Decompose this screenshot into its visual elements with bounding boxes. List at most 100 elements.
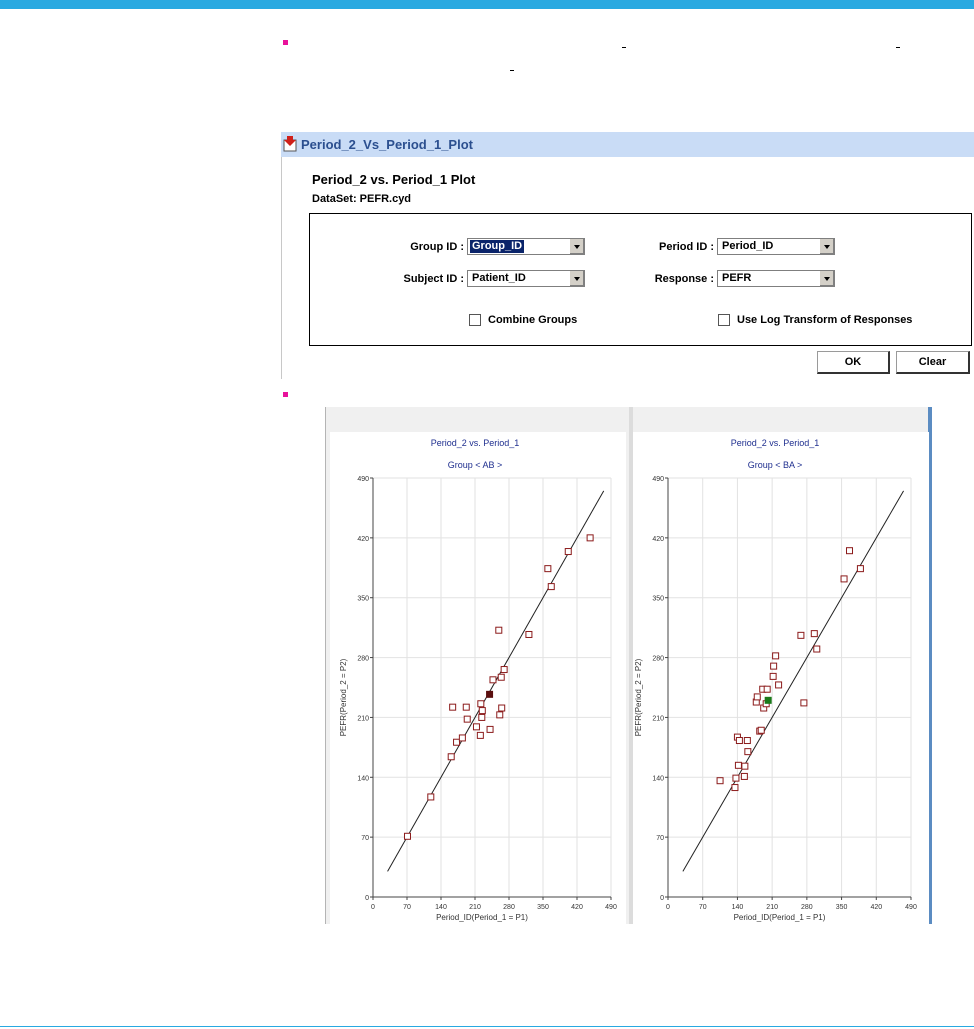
bottom-rule	[0, 1026, 974, 1027]
chevron-down-icon[interactable]	[569, 239, 584, 254]
data-point[interactable]	[732, 774, 740, 782]
data-point[interactable]	[478, 707, 486, 715]
underscore-mark	[896, 47, 900, 48]
y-tick-label: 70	[361, 835, 369, 842]
plot-divider[interactable]	[629, 407, 633, 924]
selected-data-point[interactable]	[764, 696, 772, 704]
reference-line	[682, 490, 904, 872]
y-tick-label: 0	[365, 895, 369, 902]
clear-button[interactable]: Clear	[896, 351, 970, 374]
chevron-down-icon[interactable]	[819, 271, 834, 286]
data-point[interactable]	[800, 699, 808, 707]
data-point[interactable]	[544, 565, 552, 573]
data-point[interactable]	[403, 832, 411, 840]
bullet-marker	[283, 392, 288, 397]
y-tick-label: 210	[357, 715, 369, 722]
x-axis-label: Period_ID(Period_1 = P1)	[436, 913, 528, 922]
data-point[interactable]	[547, 583, 555, 591]
x-tick-label: 490	[905, 904, 917, 911]
data-point[interactable]	[769, 672, 777, 680]
data-point[interactable]	[447, 753, 455, 761]
data-point[interactable]	[743, 737, 751, 745]
data-point[interactable]	[772, 652, 780, 660]
group-id-label: Group ID :	[410, 241, 464, 253]
data-point[interactable]	[753, 693, 761, 701]
selected-data-point[interactable]	[486, 690, 494, 698]
data-point[interactable]	[427, 793, 435, 801]
plot-panel	[633, 432, 929, 924]
y-tick-label: 140	[652, 775, 664, 782]
data-point[interactable]	[797, 631, 805, 639]
data-point[interactable]	[740, 772, 748, 780]
y-tick-label: 420	[652, 536, 664, 543]
y-tick-label: 420	[357, 536, 369, 543]
chevron-down-icon[interactable]	[819, 239, 834, 254]
data-point[interactable]	[716, 777, 724, 785]
data-point[interactable]	[763, 685, 771, 693]
data-point[interactable]	[846, 547, 854, 555]
data-point[interactable]	[463, 715, 471, 723]
group-id-select[interactable]: Group_ID	[467, 238, 585, 255]
x-tick-label: 420	[571, 904, 583, 911]
data-point[interactable]	[744, 748, 752, 756]
data-point[interactable]	[462, 703, 470, 711]
ok-button[interactable]: OK	[817, 351, 890, 374]
data-point[interactable]	[856, 565, 864, 573]
x-tick-label: 0	[371, 904, 375, 911]
response-select[interactable]: PEFR	[717, 270, 835, 287]
data-point[interactable]	[775, 681, 783, 689]
data-point[interactable]	[497, 673, 505, 681]
data-point[interactable]	[810, 630, 818, 638]
chevron-down-icon[interactable]	[569, 271, 584, 286]
plot-subtitle: Group < AB >	[448, 460, 503, 470]
x-tick-label: 70	[699, 904, 707, 911]
x-tick-label: 0	[666, 904, 670, 911]
data-point[interactable]	[472, 723, 480, 731]
x-tick-label: 350	[537, 904, 549, 911]
data-point[interactable]	[741, 762, 749, 770]
log-transform-checkbox[interactable]	[718, 314, 730, 326]
data-point[interactable]	[586, 534, 594, 542]
data-point[interactable]	[757, 726, 765, 734]
data-point[interactable]	[495, 626, 503, 634]
log-transform-label: Use Log Transform of Responses	[737, 314, 913, 326]
subject-id-select[interactable]: Patient_ID	[467, 270, 585, 287]
data-point[interactable]	[496, 711, 504, 719]
data-point[interactable]	[734, 761, 742, 769]
collapse-arrow-icon[interactable]	[283, 136, 298, 152]
data-point[interactable]	[840, 575, 848, 583]
data-point[interactable]	[453, 738, 461, 746]
y-tick-label: 0	[660, 895, 664, 902]
y-tick-label: 280	[652, 656, 664, 663]
data-point[interactable]	[477, 700, 485, 708]
combine-groups-checkbox[interactable]	[469, 314, 481, 326]
data-point[interactable]	[478, 713, 486, 721]
response-value: PEFR	[722, 272, 752, 284]
top-accent-bar	[0, 0, 974, 9]
data-point[interactable]	[498, 704, 506, 712]
y-tick-label: 210	[652, 715, 664, 722]
data-point[interactable]	[525, 630, 533, 638]
x-tick-label: 140	[435, 904, 447, 911]
plot-title: Period_2 vs. Period_1	[431, 438, 520, 448]
group-id-value: Group_ID	[470, 240, 525, 253]
data-point[interactable]	[770, 662, 778, 670]
data-point[interactable]	[564, 548, 572, 556]
x-tick-label: 490	[605, 904, 617, 911]
data-point[interactable]	[486, 725, 494, 733]
bullet-marker	[283, 40, 288, 45]
x-tick-label: 280	[801, 904, 813, 911]
data-point[interactable]	[449, 703, 457, 711]
data-point[interactable]	[813, 645, 821, 653]
y-tick-label: 490	[357, 476, 369, 483]
data-point[interactable]	[458, 734, 466, 742]
y-tick-label: 350	[357, 596, 369, 603]
data-point[interactable]	[735, 737, 743, 745]
data-point[interactable]	[731, 784, 739, 792]
data-point[interactable]	[476, 731, 484, 739]
x-tick-label: 210	[766, 904, 778, 911]
subject-id-value: Patient_ID	[472, 272, 526, 284]
data-point[interactable]	[500, 666, 508, 674]
data-point[interactable]	[489, 676, 497, 684]
period-id-select[interactable]: Period_ID	[717, 238, 835, 255]
